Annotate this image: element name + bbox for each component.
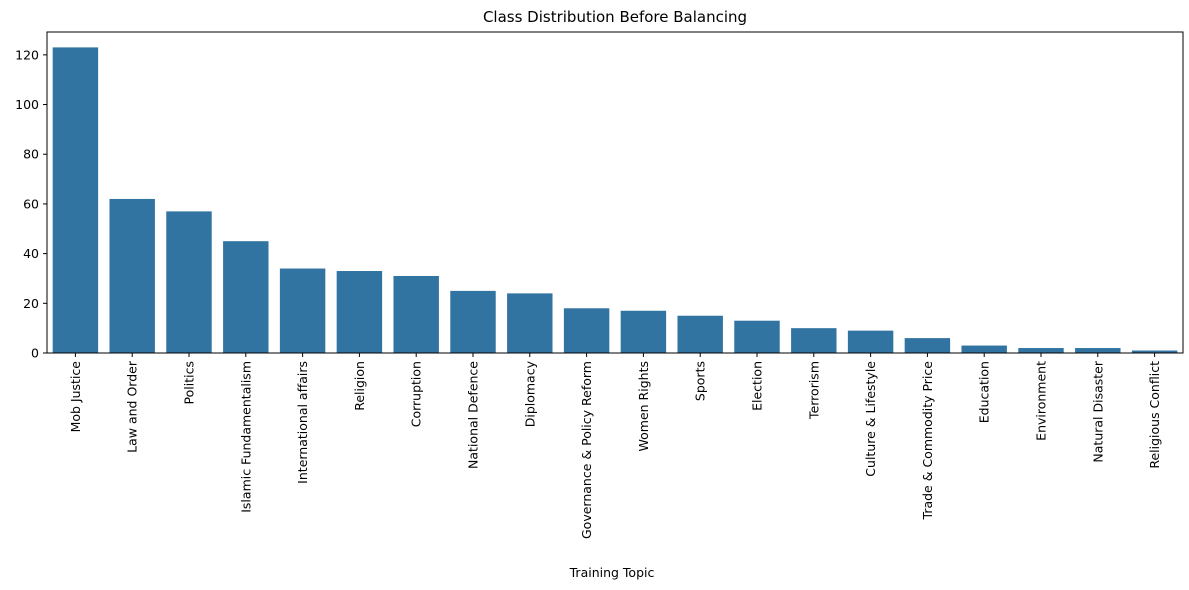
bar — [847, 330, 894, 353]
y-tick-label: 100 — [15, 97, 39, 112]
bar — [52, 47, 99, 354]
x-tick-label: Corruption — [409, 361, 424, 427]
bar — [620, 310, 667, 353]
x-tick-label: Sports — [693, 361, 708, 401]
x-axis: Mob Justice Law and Order Politics Islamic … — [68, 353, 1162, 539]
bar — [166, 211, 212, 353]
y-tick-label: 120 — [15, 47, 39, 62]
bar — [336, 271, 383, 353]
x-tick-label: Religion — [352, 361, 367, 411]
x-tick-label: Islamic Fundamentalism — [238, 361, 253, 513]
x-tick-label: Terrorism — [806, 361, 821, 420]
x-tick-label: Culture & Lifestyle — [863, 361, 878, 477]
bar — [904, 338, 951, 353]
x-tick-label: Politics — [182, 361, 197, 404]
y-tick-label: 60 — [23, 196, 39, 211]
bar — [1018, 348, 1064, 353]
x-tick-label: Law and Order — [125, 360, 140, 453]
x-axis-label: Training Topic — [569, 565, 655, 580]
bar — [734, 320, 780, 353]
x-tick-label: Election — [750, 361, 765, 411]
x-tick-label: Diplomacy — [522, 360, 537, 427]
bar — [961, 345, 1007, 353]
bar — [563, 308, 610, 353]
bar — [393, 275, 439, 353]
y-tick-label: 80 — [23, 147, 39, 162]
x-tick-label: Trade & Commodity Price — [920, 361, 935, 521]
bar — [450, 290, 496, 353]
plot-frame — [46, 31, 1184, 354]
bar — [1075, 348, 1121, 353]
y-tick-label: 20 — [23, 296, 39, 311]
bar — [677, 315, 723, 353]
bar — [223, 241, 269, 353]
bars — [52, 47, 1178, 354]
x-tick-label: Religious Conflict — [1147, 361, 1162, 469]
y-tick-label: 0 — [31, 346, 39, 361]
bar — [109, 198, 155, 353]
y-tick-label: 40 — [23, 246, 39, 261]
chart-title: Class Distribution Before Balancing — [483, 8, 747, 26]
bar — [1131, 350, 1178, 353]
bar — [507, 293, 553, 353]
y-axis: 0 20 40 60 80 100 120 — [15, 47, 47, 361]
bar — [791, 328, 837, 353]
x-tick-label: National Defence — [466, 361, 481, 469]
x-tick-label: Mob Justice — [68, 361, 83, 433]
x-tick-label: Natural Disaster — [1090, 360, 1105, 462]
x-tick-label: Education — [977, 361, 992, 423]
x-tick-label: Governance & Policy Reform — [579, 361, 594, 539]
x-tick-label: International affairs — [295, 361, 310, 484]
x-tick-label: Environment — [1034, 361, 1049, 441]
x-tick-label: Women Rights — [636, 361, 651, 451]
bar — [279, 268, 326, 353]
